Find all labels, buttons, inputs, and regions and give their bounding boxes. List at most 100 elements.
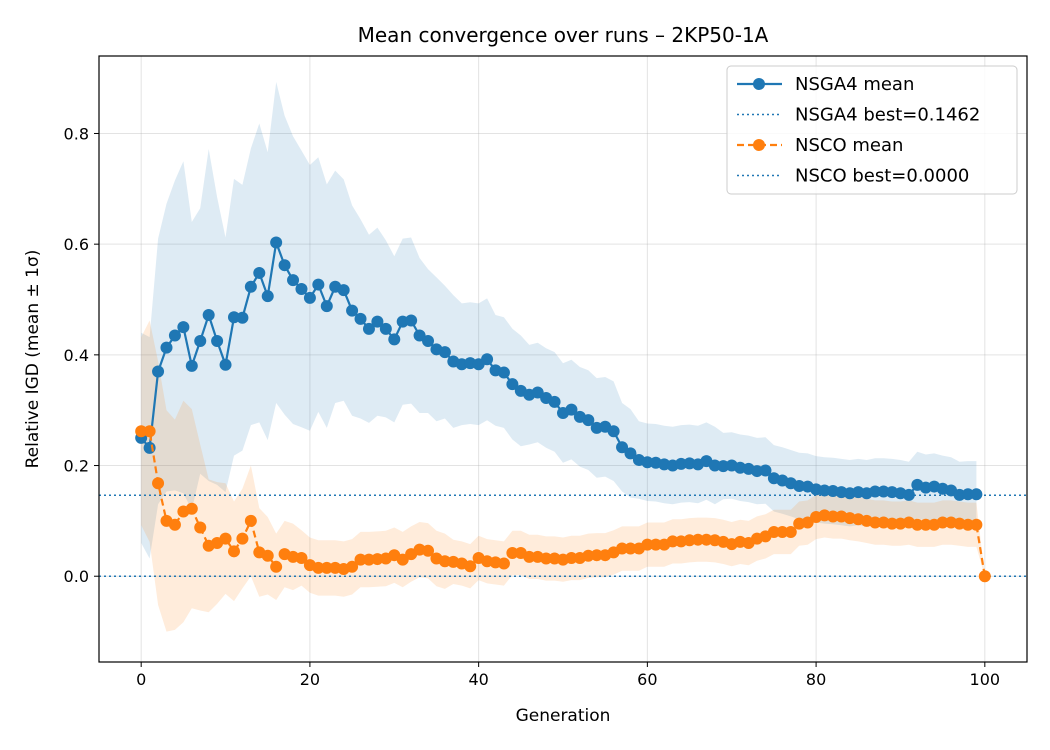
series-0-point xyxy=(152,365,165,378)
series-2-point xyxy=(270,560,283,573)
series-0-point xyxy=(354,312,367,325)
axis-ticks: 0 20 40 60 80 100 0.0 0.2 0.4 0.6 0.8 xyxy=(64,124,1001,689)
series-2-point xyxy=(776,525,789,538)
legend-marker-2 xyxy=(753,139,765,151)
series-0-point xyxy=(253,266,266,279)
series-2-point xyxy=(506,546,519,559)
series-2-point xyxy=(649,538,662,551)
series-2-point xyxy=(784,525,797,538)
series-0-point xyxy=(624,447,637,460)
series-lines xyxy=(135,236,991,583)
chart-title: Mean convergence over runs – 2KP50-1A xyxy=(358,23,769,47)
series-2-point xyxy=(540,552,553,565)
series-0-point xyxy=(211,335,224,348)
series-0-point xyxy=(961,488,974,501)
legend-label-0: NSGA4 mean xyxy=(795,74,914,95)
series-0-point xyxy=(346,304,359,317)
series-0-point xyxy=(261,290,274,303)
series-2-point xyxy=(194,521,207,534)
series-0-point xyxy=(379,322,392,335)
series-0-point xyxy=(194,335,207,348)
series-2-point xyxy=(911,518,924,531)
series-2-point xyxy=(312,561,325,574)
series-2-point xyxy=(244,514,257,527)
x-tick-label: 100 xyxy=(970,670,1001,689)
series-0-point xyxy=(388,333,401,346)
series-2-point xyxy=(886,517,899,530)
series-0-point xyxy=(202,309,215,322)
x-tick-label: 60 xyxy=(637,670,657,689)
series-0-point xyxy=(362,322,375,335)
series-2-point xyxy=(320,561,333,574)
series-0-point xyxy=(287,274,300,287)
series-2-point xyxy=(826,510,839,523)
series-2-point xyxy=(497,557,510,570)
series-2-point xyxy=(666,535,679,548)
series-0-point xyxy=(185,359,198,372)
legend-label-2: NSCO mean xyxy=(795,135,903,156)
y-tick-label: 0.6 xyxy=(64,235,89,254)
series-2-point xyxy=(464,560,477,573)
series-0-point xyxy=(548,395,561,408)
series-2-point xyxy=(978,570,991,583)
series-0-point xyxy=(236,311,249,324)
x-tick-label: 0 xyxy=(136,670,146,689)
series-0-point xyxy=(422,335,435,348)
y-tick-label: 0.2 xyxy=(64,457,89,476)
series-0-point xyxy=(405,314,418,327)
series-2-point xyxy=(261,549,274,562)
series-2-point xyxy=(168,518,181,531)
y-tick-label: 0.0 xyxy=(64,567,89,586)
series-0-point xyxy=(168,329,181,342)
series-0-point xyxy=(219,358,232,371)
x-axis-label: Generation xyxy=(516,706,611,726)
series-0-point xyxy=(312,278,325,291)
series-0-point xyxy=(303,291,316,304)
series-2-point xyxy=(135,425,148,438)
y-tick-label: 0.8 xyxy=(64,124,89,143)
x-tick-label: 80 xyxy=(806,670,826,689)
series-0-point xyxy=(970,488,983,501)
legend-label-1: NSGA4 best=0.1462 xyxy=(795,105,980,126)
series-2-point xyxy=(295,551,308,564)
series-0-point xyxy=(278,259,291,272)
x-tick-label: 40 xyxy=(468,670,488,689)
series-2-point xyxy=(590,549,603,562)
series-0-point xyxy=(481,353,494,366)
series-0-point xyxy=(438,346,451,359)
series-2-point xyxy=(767,525,780,538)
series-2-point xyxy=(624,542,637,555)
x-tick-label: 20 xyxy=(300,670,320,689)
series-0-point xyxy=(320,300,333,313)
legend-label-3: NSCO best=0.0000 xyxy=(795,166,969,187)
series-0-point xyxy=(759,464,772,477)
series-2-point xyxy=(936,516,949,529)
series-0-point xyxy=(337,284,350,297)
series-2-point xyxy=(691,533,704,546)
series-2-point xyxy=(346,560,359,573)
series-0-point xyxy=(270,236,283,249)
y-axis-label: Relative IGD (mean ± 1σ) xyxy=(23,250,43,469)
std-bands xyxy=(141,82,985,632)
series-0-point xyxy=(607,425,620,438)
series-0-point xyxy=(177,321,190,334)
series-0-point xyxy=(143,441,156,454)
series-0-point xyxy=(497,366,510,379)
series-2-point xyxy=(565,551,578,564)
series-2-point xyxy=(616,542,629,555)
plot-frame xyxy=(98,55,1028,663)
series-2-point xyxy=(236,532,249,545)
series-2-point xyxy=(422,544,435,557)
series-2-point xyxy=(185,502,198,515)
series-0-point xyxy=(295,282,308,295)
series-0-point xyxy=(160,341,173,354)
legend-marker-0 xyxy=(753,78,765,90)
series-0-point xyxy=(565,403,578,416)
series-0-point xyxy=(506,378,519,391)
series-2-point xyxy=(641,538,654,551)
series-2-point xyxy=(961,518,974,531)
series-2-point xyxy=(523,550,536,563)
series-2-point xyxy=(143,425,156,438)
series-2-point xyxy=(970,518,983,531)
